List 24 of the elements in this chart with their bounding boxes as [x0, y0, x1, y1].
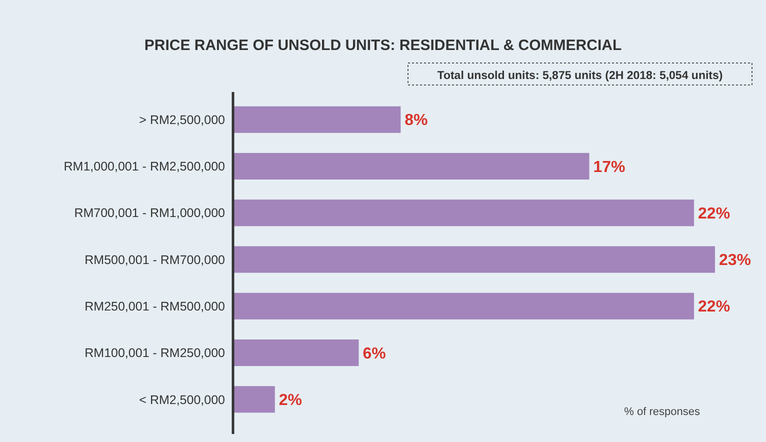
data-label: 17% — [593, 158, 626, 176]
data-label: 6% — [362, 345, 386, 362]
y-tick-label: RM250,001 - RM500,000 — [84, 300, 226, 314]
y-tick-label: RM500,001 - RM700,000 — [84, 252, 226, 267]
y-tick-label: RM1,000,001 - RM2,500,000 — [64, 160, 226, 174]
bar — [233, 386, 275, 413]
bar — [233, 246, 715, 273]
text: Total unsold units: 5,875 units (2H 2018: 5,054 units) — [437, 70, 723, 82]
bar — [233, 200, 694, 226]
data-label: 23% — [719, 252, 752, 270]
chart-title: PRICE RANGE OF UNSOLD UNITS: RESIDENTIAL & COMMERCIAL — [144, 37, 622, 54]
y-tick-label: > RM2,500,000 — [139, 112, 226, 127]
y-tick-label: < RM2,500,000 — [139, 392, 226, 407]
bar — [233, 152, 590, 180]
x-axis-title: % of responses — [624, 406, 700, 418]
y-tick-label: RM700,001 - RM1,000,000 — [74, 206, 226, 220]
data-label: 22% — [698, 298, 730, 316]
data-label: 2% — [278, 392, 302, 409]
data-label: 22% — [698, 205, 730, 222]
data-label: 8% — [404, 112, 428, 130]
bar — [233, 106, 401, 133]
y-tick-label: RM100,001 - RM250,000 — [84, 346, 226, 360]
bar — [233, 292, 694, 320]
bar — [233, 339, 359, 366]
